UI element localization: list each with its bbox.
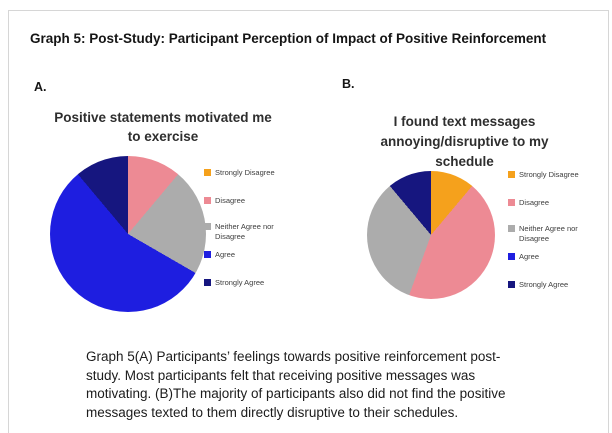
legend-item: Neither Agree nor Disagree (508, 224, 591, 244)
chart-a-title: Positive statements motivated me to exer… (54, 110, 272, 144)
figure-caption: Graph 5(A) Participants’ feelings toward… (86, 348, 546, 423)
legend-swatch-icon (204, 251, 211, 258)
chart-b-title: I found text messages annoying/disruptiv… (380, 114, 549, 169)
legend-item: Strongly Disagree (204, 168, 287, 178)
chart-a-legend: Strongly Disagree Disagree Neither Agree n… (204, 168, 304, 298)
legend-swatch-icon (204, 279, 211, 286)
legend-item: Strongly Agree (204, 278, 287, 288)
legend-label: Disagree (215, 196, 246, 205)
legend-swatch-icon (508, 171, 515, 178)
legend-swatch-icon (508, 225, 515, 232)
legend-swatch-icon (204, 169, 211, 176)
caption-line: messages texted to them directly disrupt… (86, 405, 459, 421)
legend-item: Neither Agree nor Disagree (204, 222, 287, 242)
legend-swatch-icon (508, 199, 515, 206)
chart-a-pie (50, 156, 206, 312)
legend-swatch-icon (204, 197, 211, 204)
legend-label: Agree (215, 250, 236, 259)
legend-item: Strongly Disagree (508, 170, 591, 180)
chart-b-pie (367, 171, 495, 299)
legend-label: Strongly Agree (519, 280, 569, 289)
legend-label: Disagree (519, 198, 550, 207)
legend-swatch-icon (508, 281, 515, 288)
legend-item: Agree (508, 252, 591, 262)
panel-b-label: B. (342, 77, 355, 91)
panel-a-label: A. (34, 80, 47, 94)
caption-line: motivating. (B)The majority of participa… (86, 386, 506, 402)
legend-label: Strongly Agree (215, 278, 265, 287)
legend-swatch-icon (508, 253, 515, 260)
chart-b-legend: Strongly Disagree Disagree Neither Agree n… (508, 170, 608, 300)
caption-line: study. Most participants felt that recei… (86, 367, 476, 383)
legend-label: Neither Agree nor Disagree (519, 224, 578, 243)
caption-line: Graph 5(A) Participants’ feelings toward… (86, 349, 501, 364)
legend-label: Strongly Disagree (519, 170, 579, 179)
legend-label: Neither Agree nor Disagree (215, 222, 274, 241)
legend-item: Disagree (204, 196, 287, 206)
legend-label: Strongly Disagree (215, 168, 275, 177)
legend-item: Strongly Agree (508, 280, 591, 290)
legend-swatch-icon (204, 223, 211, 230)
legend-item: Disagree (508, 198, 591, 208)
legend-item: Agree (204, 250, 287, 260)
legend-label: Agree (519, 252, 540, 261)
page-title: Graph 5: Post-Study: Participant Percept… (30, 31, 547, 46)
